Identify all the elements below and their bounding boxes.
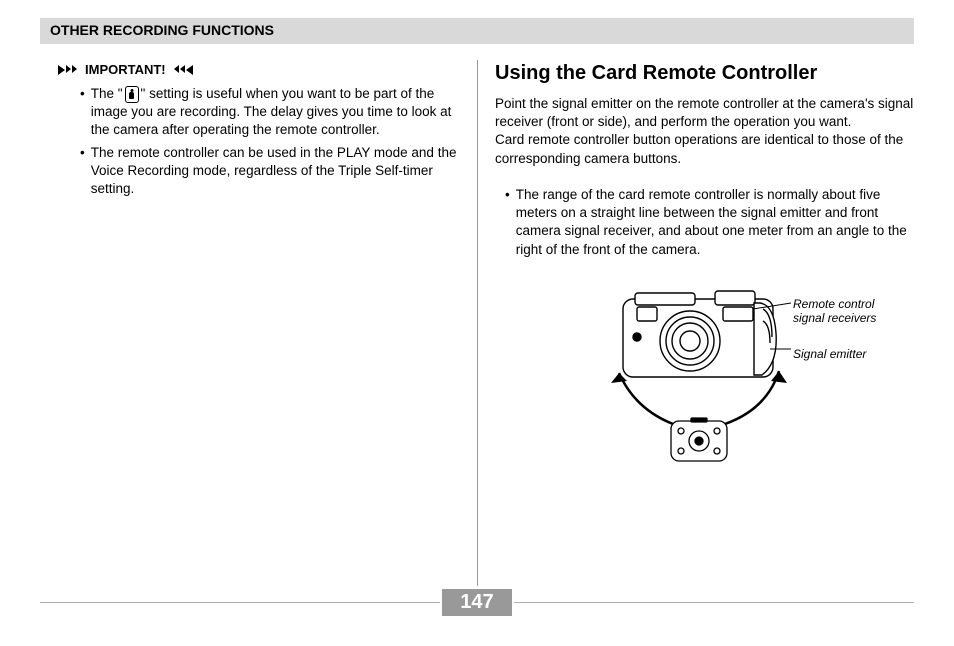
- person-timer-icon: [125, 86, 139, 103]
- list-item: • The range of the card remote controlle…: [505, 186, 914, 259]
- bullet-text: The "" setting is useful when you want t…: [91, 85, 459, 140]
- important-label: IMPORTANT!: [85, 62, 166, 77]
- remote-diagram: Remote control signal receivers Signal e…: [495, 289, 914, 489]
- right-column: Using the Card Remote Controller Point t…: [477, 62, 914, 562]
- list-item: • The "" setting is useful when you want…: [80, 85, 459, 140]
- page-title: Using the Card Remote Controller: [495, 62, 914, 85]
- left-column: IMPORTANT! • The "" setting is useful wh…: [40, 62, 477, 562]
- intro-paragraph-2: Card remote controller button operations…: [495, 131, 914, 167]
- page-number: 147: [442, 589, 511, 616]
- bullet-dot: •: [80, 85, 85, 103]
- bullet-dot: •: [505, 186, 510, 204]
- footer-line-left: [40, 602, 440, 603]
- section-header: OTHER RECORDING FUNCTIONS: [40, 18, 914, 44]
- section-header-text: OTHER RECORDING FUNCTIONS: [50, 22, 274, 38]
- bullet-dot: •: [80, 144, 85, 162]
- footer-line-right: [514, 602, 914, 603]
- left-bullet-list: • The "" setting is useful when you want…: [80, 85, 459, 198]
- label-receivers: Remote control signal receivers: [793, 297, 903, 326]
- column-divider: [477, 60, 478, 586]
- arrows-right-icon: [58, 65, 77, 75]
- list-item: • The remote controller can be used in t…: [80, 144, 459, 199]
- important-heading: IMPORTANT!: [58, 62, 459, 77]
- right-bullet-list: • The range of the card remote controlle…: [505, 186, 914, 259]
- arrows-left-icon: [174, 65, 193, 75]
- page-footer: 147: [40, 589, 914, 616]
- intro-paragraph: Point the signal emitter on the remote c…: [495, 95, 914, 131]
- bullet-text: The remote controller can be used in the…: [91, 144, 459, 199]
- label-emitter: Signal emitter: [793, 347, 866, 361]
- bullet-text: The range of the card remote controller …: [516, 186, 914, 259]
